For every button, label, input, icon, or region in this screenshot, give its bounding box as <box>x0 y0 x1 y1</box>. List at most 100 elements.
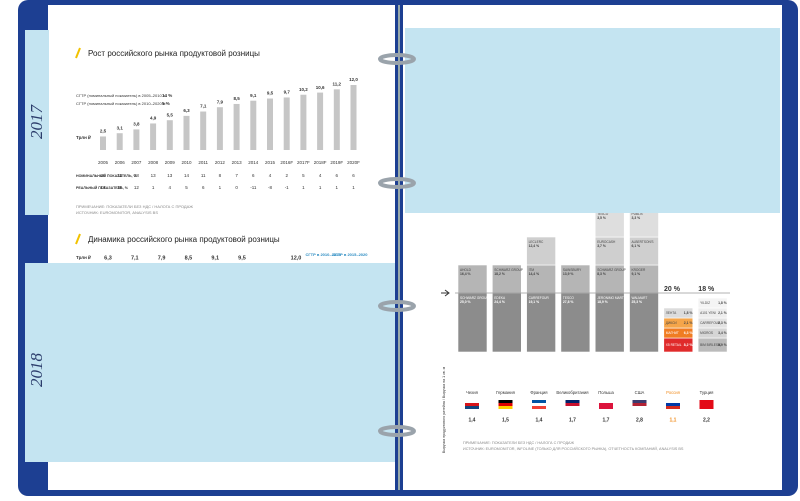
table-cell: 10 <box>117 185 123 190</box>
segment-label: PUBLIX <box>632 212 644 216</box>
segment-share: 25,0 % <box>460 300 471 304</box>
segment-label: SCHWARZ GROUP <box>494 268 523 272</box>
value-label: 9,1 <box>250 93 257 98</box>
segment <box>629 264 659 294</box>
segment-label: TESCO <box>597 212 609 216</box>
flag <box>465 403 479 406</box>
segment-share: 8,3 % <box>597 272 606 276</box>
table-cell: 1 <box>152 185 155 190</box>
bar <box>300 94 307 150</box>
segment-label: TESCO <box>563 296 575 300</box>
arrow <box>441 289 450 297</box>
table-cell: 28 <box>134 173 140 178</box>
x-label: 2014 <box>248 160 259 165</box>
x-label: 2017F <box>297 160 310 165</box>
accent <box>75 47 81 59</box>
bar <box>183 115 190 150</box>
segment-share: 16,4 % <box>460 272 471 276</box>
flag <box>532 403 546 406</box>
sticky-note <box>405 28 780 213</box>
segment-label: CARREFOUR <box>529 296 550 300</box>
table-cell: 1 <box>336 185 339 190</box>
segment-label: YILDIZ <box>700 301 710 305</box>
table-cell: 4 <box>269 173 272 178</box>
table-cell: 6 <box>202 185 205 190</box>
bar <box>116 133 123 150</box>
segment-label: CARREFOUR <box>700 321 721 325</box>
country: Великобритания <box>556 390 588 395</box>
flag <box>666 406 680 409</box>
x-label: 2015 <box>265 160 276 165</box>
segment <box>491 264 522 294</box>
table-cell: -1 <box>285 185 289 190</box>
value-label: 3,8 <box>133 122 140 127</box>
flag <box>699 406 714 409</box>
segment-share: 3,7 % <box>597 244 606 248</box>
x-label: 2013 <box>232 160 243 165</box>
table-cell: 13 <box>167 173 173 178</box>
text: СГТР (номинальный показатель) в 2005–201… <box>76 93 166 98</box>
country: Польша <box>598 390 614 395</box>
text: ПРИМЕЧАНИЕ: ПОКАЗАТЕЛИ БЕЗ НДС / НАЛОГА … <box>76 204 193 209</box>
segment-label: SCHWARZ GROUP <box>460 296 489 300</box>
text: 14 % <box>162 93 172 98</box>
x-label: 2016F <box>280 160 293 165</box>
content: Рост российского рынка продуктовой розни… <box>75 47 730 453</box>
segment-share: 19,1 % <box>529 300 540 304</box>
country-value: 1,7 <box>569 417 576 423</box>
segment-label: ЛЕНТА <box>666 311 677 315</box>
flag <box>632 400 647 403</box>
table-cell: 4 <box>319 173 322 178</box>
segment-share: 3,5 % <box>597 216 606 220</box>
country: Турция <box>700 390 714 395</box>
table-cell: 11 <box>201 173 206 178</box>
segment-label: ITM <box>529 268 535 272</box>
segment-share: 24,4 % <box>494 300 505 304</box>
bar <box>133 129 140 150</box>
x-label: 2008 <box>148 160 159 165</box>
segment <box>560 292 591 353</box>
text: СГТР в 2010–2015 <box>306 252 342 257</box>
country-value: 2,2 <box>703 417 710 423</box>
flag <box>465 400 479 403</box>
x-label: 2010 <box>181 160 192 165</box>
country-value: 2,8 <box>636 417 643 423</box>
value-label: 6,3 <box>183 108 190 113</box>
segment <box>594 264 625 294</box>
country: Франция <box>530 390 547 395</box>
flag <box>498 406 513 409</box>
bar <box>100 136 106 150</box>
table-cell: 4 <box>169 185 172 190</box>
bar <box>233 103 240 150</box>
flag <box>666 403 680 406</box>
value-label: 8,5 <box>233 96 240 101</box>
table-cell: 12 <box>134 185 140 190</box>
segment-label: EUROCASH <box>597 240 616 244</box>
value-label: 12,0 <box>349 77 358 82</box>
segment <box>526 236 556 266</box>
country: Россия <box>666 390 680 395</box>
total-label: 18 % <box>698 286 715 293</box>
value-label: 5,5 <box>167 112 174 117</box>
flag <box>498 400 513 403</box>
segment-share: 3,4 % <box>718 331 727 335</box>
flag <box>532 406 546 409</box>
segment-label: A101 YENI <box>700 311 716 315</box>
country-value: 1,4 <box>469 417 476 423</box>
segment-share: 8,2 % <box>684 343 693 347</box>
x-label: 2012 <box>215 160 226 165</box>
flag <box>465 406 479 409</box>
value-label: 9,7 <box>284 90 291 95</box>
value-label: 10,2 <box>299 87 308 92</box>
text: Трлн ₽ <box>76 135 92 140</box>
section-title: Динамика российского рынка продуктовой р… <box>88 235 280 244</box>
segment <box>526 264 556 294</box>
value-label: 4,9 <box>150 116 157 121</box>
bar <box>250 100 257 150</box>
x-label: 2019F <box>330 160 343 165</box>
segment <box>491 292 522 353</box>
country-value: 1,5 <box>502 417 509 423</box>
bar <box>166 120 173 150</box>
text: 7,9 <box>158 255 166 261</box>
